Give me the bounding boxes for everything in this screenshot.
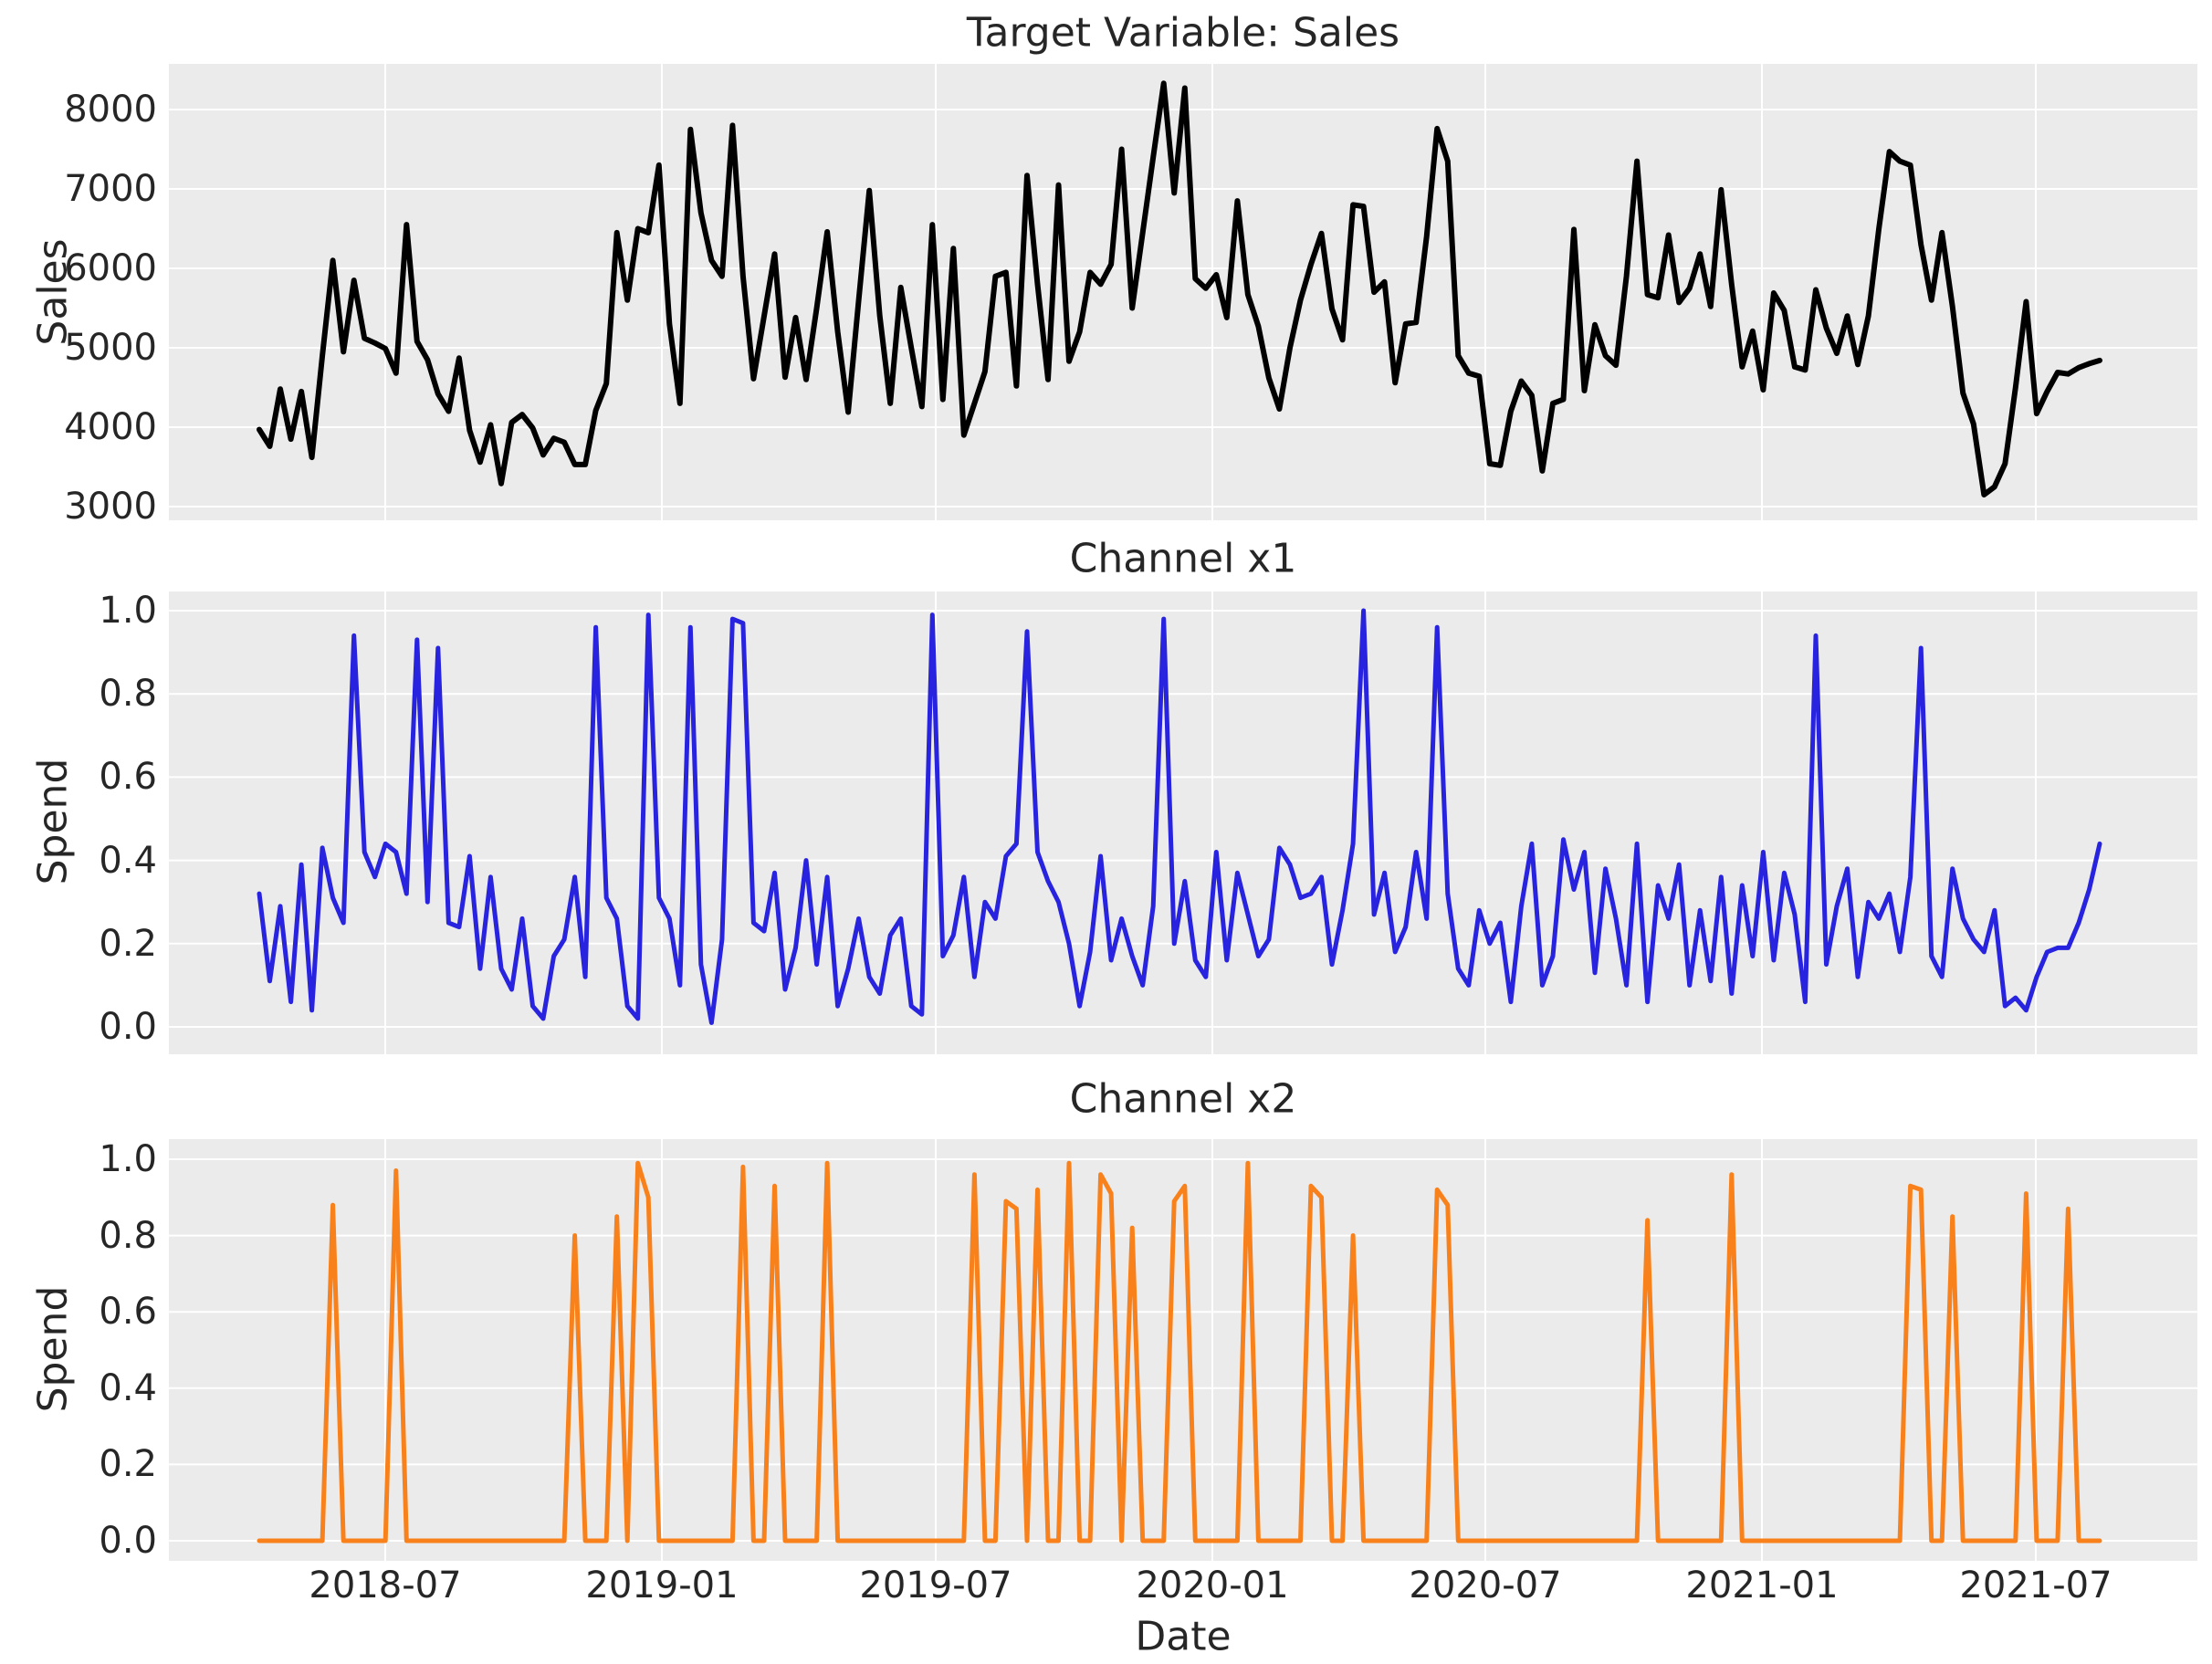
panel-background xyxy=(169,591,2197,1054)
y-tick-label: 0.4 xyxy=(99,839,157,882)
y-tick-label: 0.0 xyxy=(99,1006,157,1048)
x-tick-label: 2020-07 xyxy=(1409,1565,1562,1606)
x-tick-label: 2018-07 xyxy=(309,1565,462,1606)
y-tick-label: 6000 xyxy=(64,247,157,289)
y-tick-label: 4000 xyxy=(64,406,157,448)
channel-x1-chart-title: Channel x1 xyxy=(1069,535,1297,582)
x-tick-label: 2021-07 xyxy=(1959,1565,2112,1606)
y-tick-label: 1.0 xyxy=(99,590,157,632)
x-axis-label: Date xyxy=(1135,1613,1232,1660)
y-tick-label: 0.8 xyxy=(99,673,157,716)
y-tick-label: 0.6 xyxy=(99,756,157,799)
channel-x1-line xyxy=(257,608,2102,1025)
x-tick-label: 2019-07 xyxy=(859,1565,1012,1606)
y-tick-label: 3000 xyxy=(64,486,157,528)
y-tick-label: 8000 xyxy=(64,89,157,131)
y-tick-label: 7000 xyxy=(64,168,157,210)
y-tick-label: 1.0 xyxy=(99,1138,157,1180)
sales-chart-title: Target Variable: Sales xyxy=(966,9,1400,57)
y-tick-label: 0.8 xyxy=(99,1214,157,1257)
x-tick-label: 2020-01 xyxy=(1136,1565,1289,1606)
y-tick-label: 0.6 xyxy=(99,1291,157,1334)
channel-x2-line xyxy=(257,1160,2102,1544)
y-tick-label: 0.2 xyxy=(99,922,157,965)
x-tick-label: 2021-01 xyxy=(1685,1565,1839,1606)
y-tick-label: 0.4 xyxy=(99,1366,157,1409)
sales-line xyxy=(257,80,2102,497)
x-tick-label: 2019-01 xyxy=(585,1565,739,1606)
panel-background xyxy=(169,64,2197,520)
channel-x2-chart-title: Channel x2 xyxy=(1069,1075,1297,1123)
panel-background xyxy=(169,1139,2197,1561)
y-tick-label: 0.2 xyxy=(99,1443,157,1486)
y-tick-label: 0.0 xyxy=(99,1520,157,1562)
y-tick-label: 5000 xyxy=(64,327,157,369)
